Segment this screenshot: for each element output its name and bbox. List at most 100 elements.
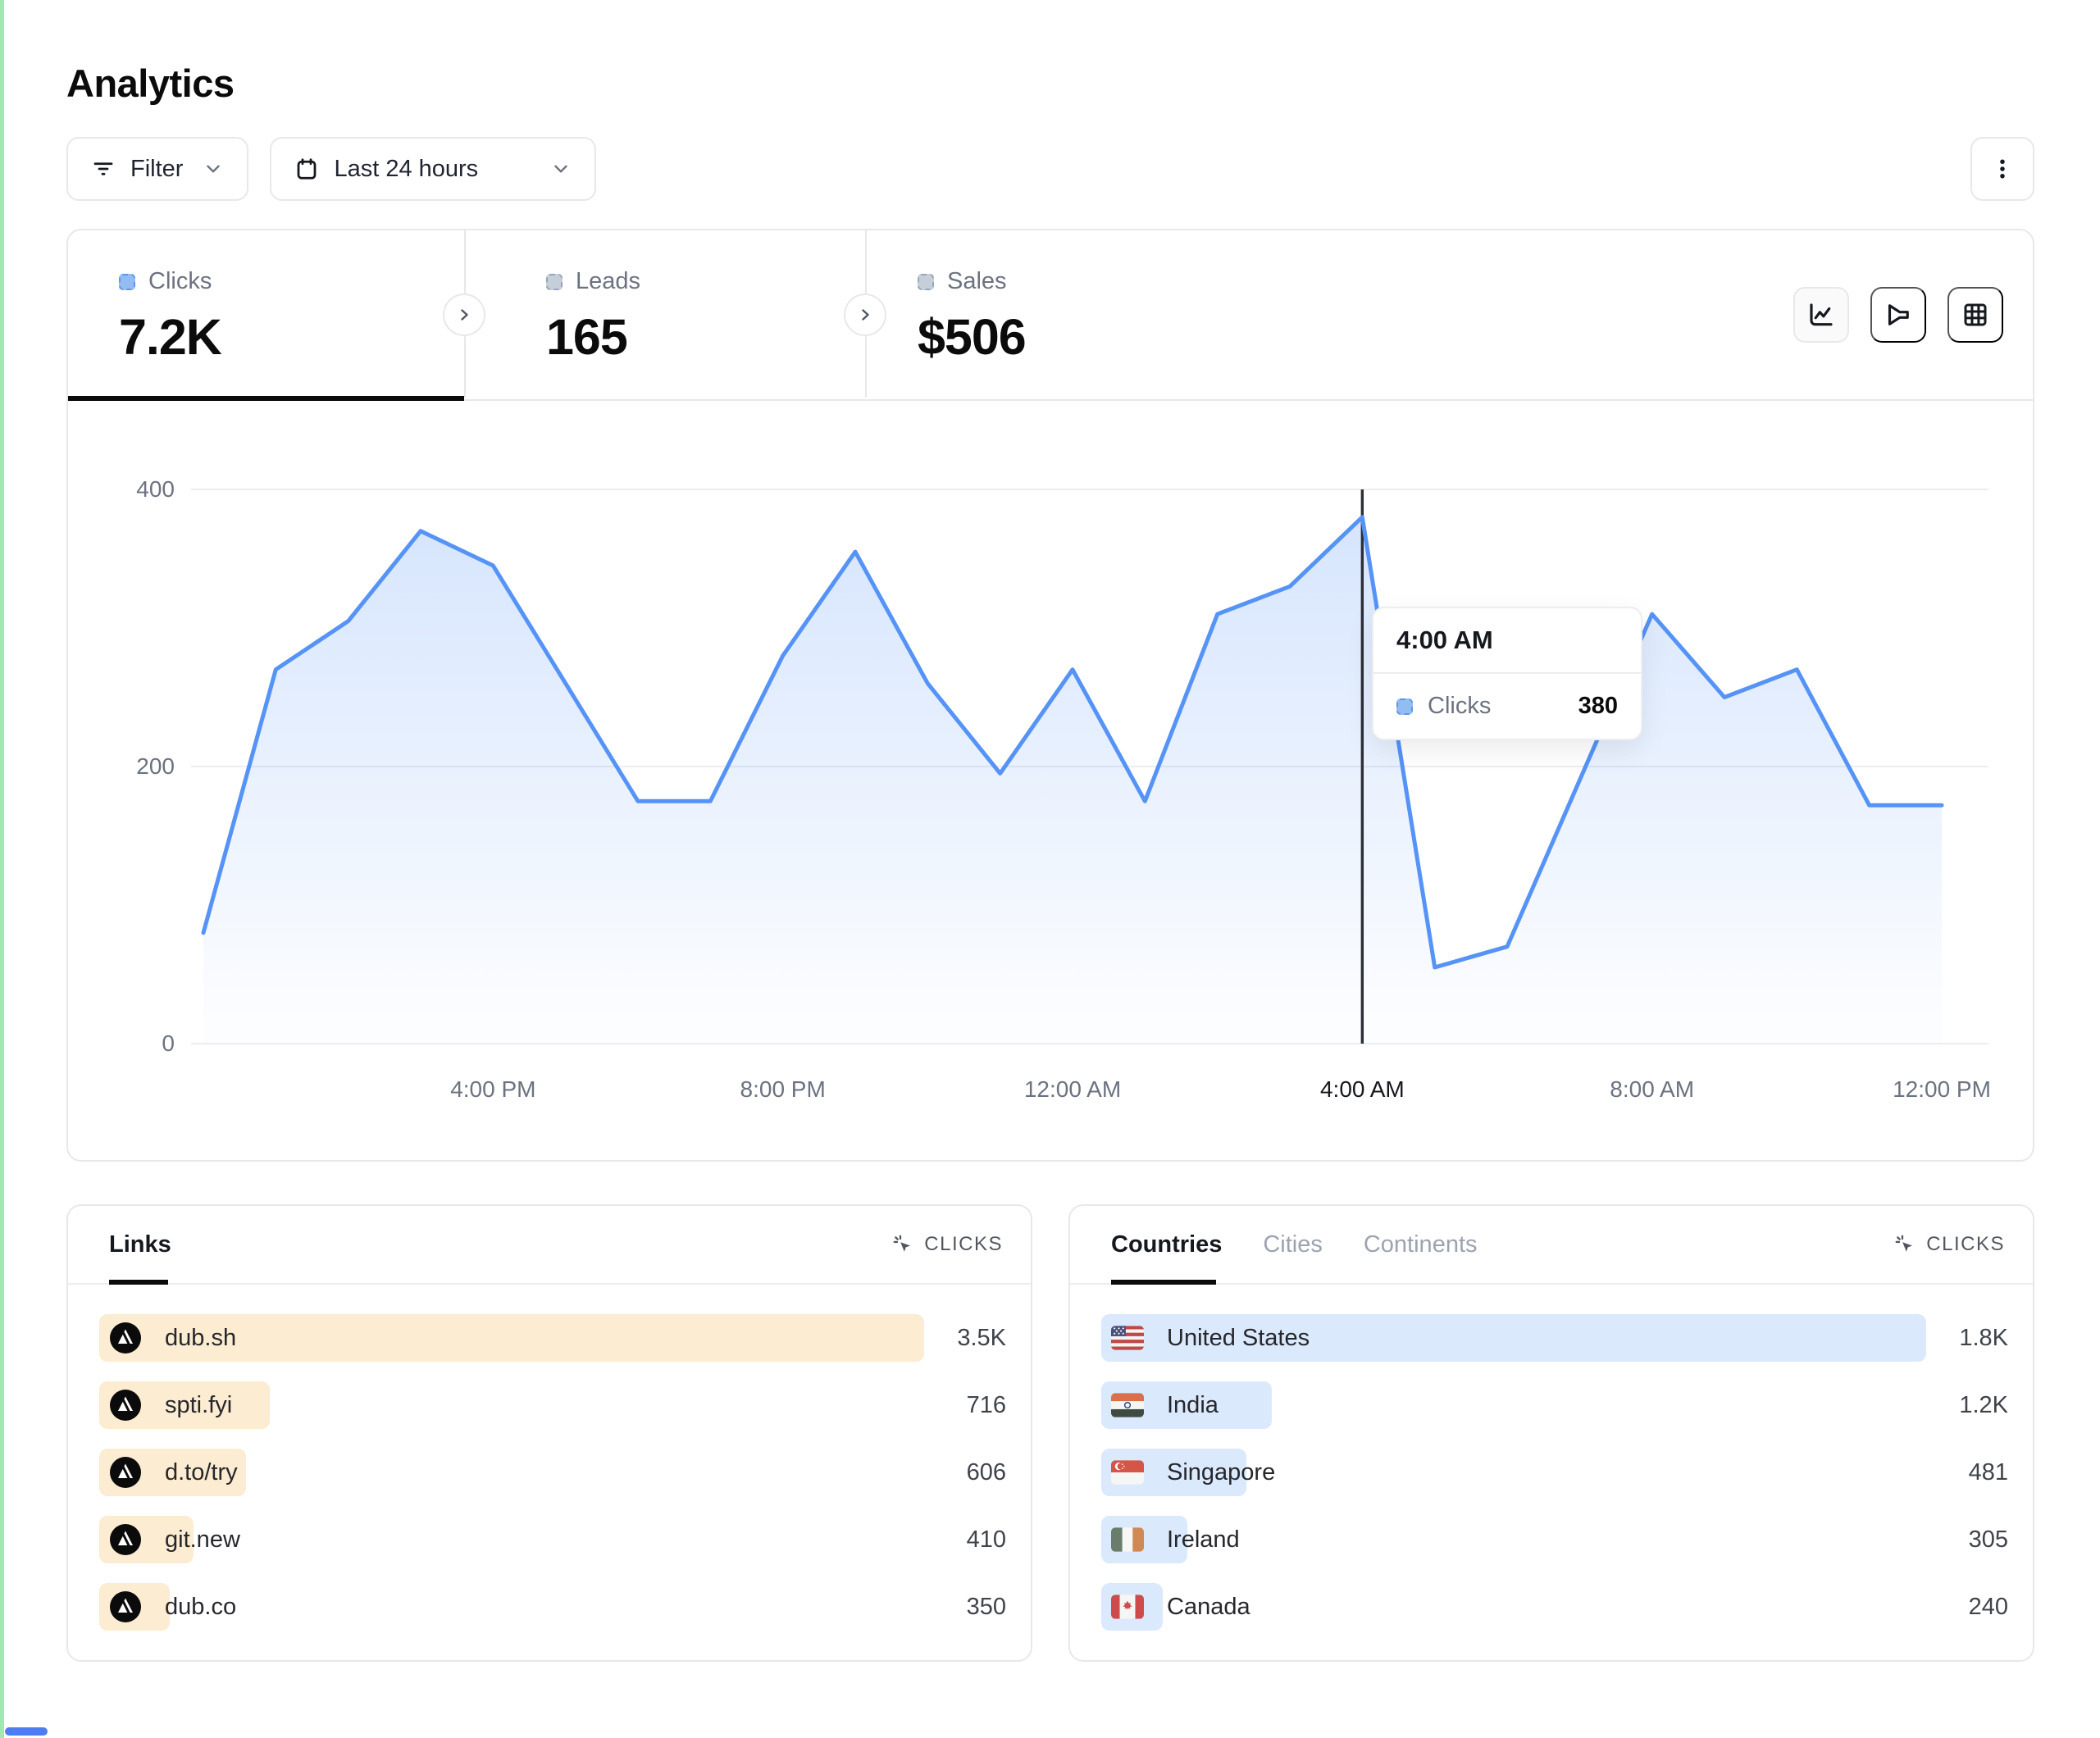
links-panel: Links CLICKS dub.sh 3.5K spti.fyi 716 d.to/t… [66,1204,1032,1662]
tab-countries[interactable]: Countries [1111,1231,1223,1258]
filter-button[interactable]: Filter [66,137,249,201]
row-value: 410 [966,1526,1006,1553]
geo-active-tab-underline [1111,1280,1216,1285]
date-range-button[interactable]: Last 24 hours [270,137,597,201]
tab-sales[interactable]: Sales $506 [865,230,1266,399]
dub-logo-icon [109,1523,142,1556]
active-tab-underline [68,396,464,401]
links-metric-header[interactable]: CLICKS [891,1233,1003,1256]
links-list: dub.sh 3.5K spti.fyi 716 d.to/try 606 git.new 4… [68,1285,1031,1631]
row-label: d.to/try [165,1458,238,1485]
countries-list: United States 1.8K India 1.2K Singapore 481 Ir… [1070,1285,2033,1631]
row-value: 240 [1968,1593,2008,1620]
left-edge-accent [0,0,4,1738]
geo-panel: Countries Cities Continents CLICKS [1068,1204,2034,1662]
x-axis-tick: 12:00 PM [1893,1076,1991,1102]
link-row[interactable]: d.to/try 606 [99,1449,1006,1496]
row-value: 716 [966,1391,1006,1418]
flag-us-icon [1111,1322,1144,1354]
link-row[interactable]: git.new 410 [99,1516,1006,1563]
date-range-label: Last 24 hours [334,155,479,182]
dub-logo-icon [109,1590,142,1623]
sales-tab-value: $506 [918,309,1027,365]
link-row[interactable]: dub.sh 3.5K [99,1314,1006,1362]
tooltip-legend-square [1396,698,1413,715]
gridline-400 [191,489,1988,490]
row-label: Ireland [1167,1526,1240,1553]
flag-in-icon [1111,1389,1144,1422]
geo-metric-label: CLICKS [1926,1233,2005,1255]
cursor-click-icon [891,1233,914,1256]
link-row[interactable]: dub.co 350 [99,1583,1006,1631]
row-value: 1.2K [1959,1391,2008,1418]
tooltip-time: 4:00 AM [1373,608,1641,674]
bottom-left-fragment [5,1727,48,1736]
row-value: 481 [1968,1458,2008,1485]
chart-type-toggle [1793,287,2003,343]
chart-tooltip: 4:00 AM Clicks 380 [1372,607,1642,740]
chevron-down-icon [203,158,224,180]
x-axis-tick: 8:00 AM [1610,1076,1695,1102]
tooltip-series-label: Clicks [1428,693,1492,719]
country-row[interactable]: Ireland 305 [1101,1516,2008,1563]
clicks-legend-square [119,273,135,290]
row-label: dub.sh [165,1324,237,1351]
kebab-menu-icon [1990,157,2015,181]
row-label: git.new [165,1526,240,1553]
row-bar [99,1314,925,1362]
table-view-toggle-button[interactable] [1947,287,2003,343]
row-label: Canada [1167,1593,1250,1620]
funnel-chart-icon [1884,300,1913,330]
y-axis-tick-400: 400 [136,476,175,502]
expand-leads-button[interactable] [443,293,485,336]
row-label: India [1167,1391,1219,1418]
clicks-time-series-chart[interactable]: 400 200 0 4:00 PM 8:00 PM 12:00 AM 4:00 AM 8… [68,401,2033,1162]
links-active-tab-underline [109,1280,168,1285]
row-value: 350 [966,1593,1006,1620]
area-chart-svg [201,489,1944,1044]
x-axis-tick: 12:00 AM [1023,1076,1122,1102]
toolbar: Filter Last 24 hours [66,137,2034,201]
line-chart-toggle-button[interactable] [1793,287,1849,343]
tab-links[interactable]: Links [109,1231,171,1258]
flag-ie-icon [1111,1523,1144,1556]
tooltip-value: 380 [1578,693,1618,719]
clicks-tab-value: 7.2K [119,309,222,365]
leads-legend-square [546,273,563,290]
dub-logo-icon [109,1322,142,1354]
calendar-icon [294,157,319,181]
metric-tabs: Clicks 7.2K Leads 165 Sales $ [68,230,2033,401]
country-row[interactable]: United States 1.8K [1101,1314,2008,1362]
line-chart-icon [1806,300,1836,330]
country-row[interactable]: Singapore 481 [1101,1449,2008,1496]
funnel-chart-toggle-button[interactable] [1870,287,1926,343]
row-value: 305 [1968,1526,2008,1553]
cursor-click-icon [1893,1233,1916,1256]
tab-leads[interactable]: Leads 165 [464,230,865,399]
country-row[interactable]: Canada 240 [1101,1583,2008,1631]
tab-clicks[interactable]: Clicks 7.2K [68,230,464,399]
row-value: 3.5K [957,1324,1006,1351]
x-axis-tick: 4:00 PM [450,1076,536,1102]
more-options-button[interactable] [1970,137,2034,201]
leads-tab-label: Leads [576,268,641,294]
row-value: 606 [966,1458,1006,1485]
row-label: dub.co [165,1593,237,1620]
row-value: 1.8K [1959,1324,2008,1351]
dub-logo-icon [109,1456,142,1489]
clicks-tab-label: Clicks [148,268,212,294]
chevron-down-icon [550,158,572,180]
tab-continents[interactable]: Continents [1363,1231,1478,1258]
geo-metric-header[interactable]: CLICKS [1893,1233,2005,1256]
expand-sales-button[interactable] [844,293,886,336]
row-label: spti.fyi [165,1391,233,1418]
chart-area-fill [203,516,1942,1044]
row-bar [1101,1314,1927,1362]
chart-line [201,515,1944,970]
x-axis-tick: 4:00 AM [1319,1076,1405,1102]
tab-cities[interactable]: Cities [1263,1231,1323,1258]
country-row[interactable]: India 1.2K [1101,1381,2008,1429]
row-label: Singapore [1167,1458,1276,1485]
link-row[interactable]: spti.fyi 716 [99,1381,1006,1429]
